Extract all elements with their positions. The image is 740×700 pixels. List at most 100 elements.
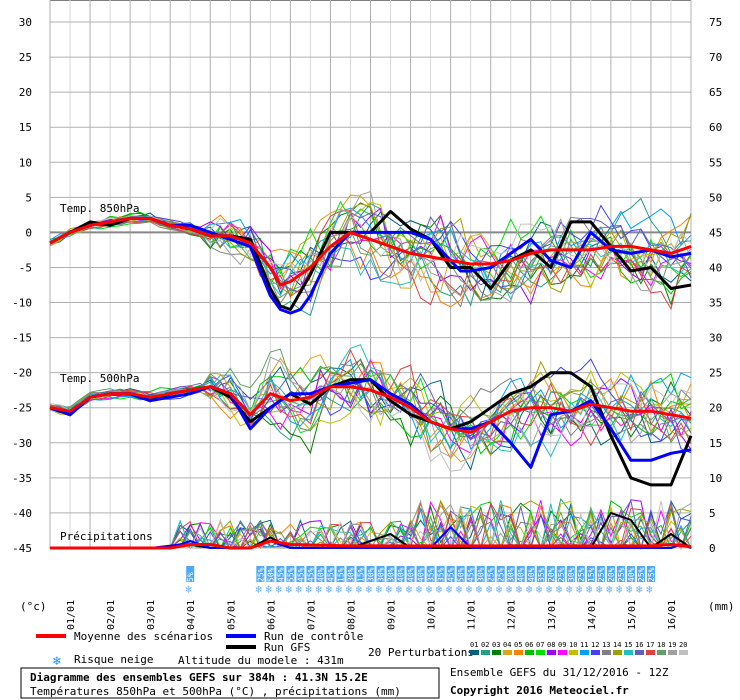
- snow-risk-label: 25%: [637, 567, 646, 582]
- perturbation-number: 08: [547, 641, 555, 649]
- snow-risk-bar: [636, 566, 645, 582]
- perturbation-color-swatch: [613, 650, 622, 655]
- legend-control-label: Run de contrôle: [264, 630, 363, 643]
- right-tick-label: 70: [709, 51, 722, 64]
- snowflake-icon: ❄: [335, 583, 342, 596]
- perturbation-number: 02: [481, 641, 489, 649]
- snowflake-icon: ❄: [526, 583, 533, 596]
- right-tick-label: 45: [709, 226, 722, 239]
- perturbation-line-t500: [49, 356, 692, 458]
- panel-label-t500: Temp. 500hPa: [60, 372, 139, 385]
- snowflake-icon: ❄: [466, 583, 473, 596]
- snow-risk-bar: [536, 566, 545, 582]
- perturbation-color-swatch: [679, 650, 688, 655]
- snow-risk-bar: [346, 566, 355, 582]
- snow-risk-label: 15%: [336, 567, 345, 582]
- left-tick-label: -35: [12, 472, 32, 485]
- snow-risk-label: 40%: [527, 567, 536, 582]
- run-info: Ensemble GEFS du 31/12/2016 - 12Z: [450, 666, 669, 679]
- snow-risk-label: 45%: [467, 567, 476, 582]
- snow-risk-label: 25%: [647, 567, 656, 582]
- snowflake-icon: ❄: [376, 583, 383, 596]
- perturbation-number: 16: [635, 641, 643, 649]
- snow-risk-label: 45%: [276, 567, 285, 582]
- x-date-label: 04/01: [186, 600, 197, 630]
- left-tick-label: -40: [12, 507, 32, 520]
- snow-risk-bar: [266, 566, 275, 582]
- left-tick-label: 30: [19, 16, 32, 29]
- left-tick-label: -20: [12, 367, 32, 380]
- snowflake-icon: ❄: [516, 583, 523, 596]
- perturbation-number: 19: [668, 641, 676, 649]
- snow-risk-label: 20%: [607, 567, 616, 582]
- chart-title: Diagramme des ensembles GEFS sur 384h : …: [30, 671, 368, 684]
- snowflake-icon: ❄: [486, 583, 493, 596]
- perturbation-color-swatch: [635, 650, 644, 655]
- copyright: Copyright 2016 Meteociel.fr: [450, 684, 629, 697]
- right-tick-label: 55: [709, 156, 722, 169]
- snow-risk-bar: [616, 566, 625, 582]
- left-tick-label: -25: [12, 402, 32, 415]
- snow-risk-label: 15%: [356, 567, 365, 582]
- snow-risk-bar: [306, 566, 315, 582]
- snowflake-icon: ❄: [355, 583, 362, 596]
- snowflake-icon: ❄: [506, 583, 513, 596]
- snow-risk-bar: [336, 566, 345, 582]
- snowflake-icon: ❄: [416, 583, 423, 596]
- snowflake-icon: ❄: [295, 583, 302, 596]
- snowflake-icon: ❄: [616, 583, 623, 596]
- perturbation-color-swatch: [657, 650, 666, 655]
- perturbation-color-swatch: [580, 650, 589, 655]
- legend-perturbations-label: 20 Perturbations: [368, 646, 474, 659]
- snowflake-icon: ❄: [446, 583, 453, 596]
- axes: 302520151050-5-10-15-20-25-30-35-40-4575…: [12, 16, 722, 555]
- right-tick-label: 5: [709, 507, 716, 520]
- snow-risk-label: 25%: [597, 567, 606, 582]
- snowflake-icon: ❄: [546, 583, 553, 596]
- legend-gfs-label: Run GFS: [264, 641, 310, 654]
- snow-risk-bar: [646, 566, 655, 582]
- perturbation-line-t850: [49, 211, 692, 295]
- series-line-t500: [49, 385, 692, 434]
- snow-risk-label: 40%: [316, 567, 325, 582]
- perturbation-number: 05: [514, 641, 522, 649]
- right-tick-label: 0: [709, 542, 716, 555]
- snow-risk-bar: [376, 566, 385, 582]
- left-tick-label: -5: [19, 261, 32, 274]
- right-tick-label: 30: [709, 332, 722, 345]
- snowflake-icon: ❄: [52, 654, 61, 669]
- snow-risk-bar: [416, 566, 425, 582]
- right-tick-label: 10: [709, 472, 722, 485]
- grid: [49, 0, 692, 549]
- snowflake-icon: ❄: [396, 583, 403, 596]
- snow-risk-label: 25%: [557, 567, 566, 582]
- snow-risk-label: 25%: [256, 567, 265, 582]
- snowflake-icon: ❄: [345, 583, 352, 596]
- snowflake-icon: ❄: [436, 583, 443, 596]
- snow-risk-bar: [436, 566, 445, 582]
- snow-risk-bar: [316, 566, 325, 582]
- perturbation-color-swatch: [481, 650, 490, 655]
- perturbation-number: 07: [536, 641, 544, 649]
- perturbation-number: 14: [613, 641, 621, 649]
- perturbation-number: 10: [569, 641, 577, 649]
- snowflake-icon: ❄: [476, 583, 483, 596]
- snow-risk-bar: [456, 566, 465, 582]
- perturbation-color-swatch: [602, 650, 611, 655]
- left-tick-label: 20: [19, 86, 32, 99]
- x-date-label: 12/01: [507, 600, 518, 630]
- x-date-label: 01/01: [66, 600, 77, 630]
- snowflake-icon: ❄: [325, 583, 332, 596]
- left-tick-label: 10: [19, 156, 32, 169]
- snow-risk-bar: [546, 566, 555, 582]
- perturbation-color-swatch: [668, 650, 677, 655]
- left-tick-label: 15: [19, 121, 32, 134]
- snow-risk-label: 25%: [497, 567, 506, 582]
- snowflake-icon: ❄: [406, 583, 413, 596]
- perturbation-color-swatch: [558, 650, 567, 655]
- left-tick-label: 0: [25, 226, 32, 239]
- right-tick-label: 35: [709, 297, 722, 310]
- snow-risk-label: 45%: [447, 567, 456, 582]
- snow-risk-bar: [426, 566, 435, 582]
